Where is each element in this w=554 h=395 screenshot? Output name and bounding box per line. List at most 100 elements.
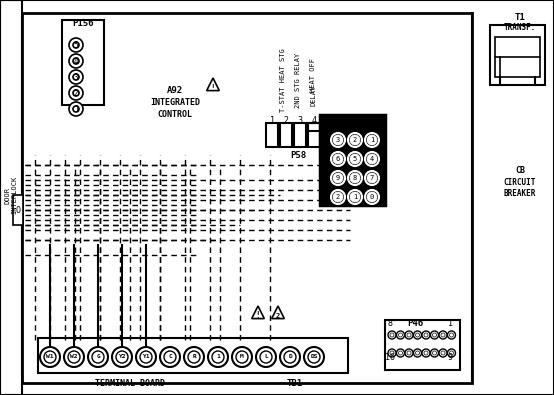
Text: CIRCUIT: CIRCUIT — [504, 177, 536, 186]
Text: 16: 16 — [385, 352, 395, 361]
Circle shape — [407, 333, 411, 337]
Circle shape — [430, 331, 439, 339]
Circle shape — [413, 331, 422, 339]
Bar — [22, 13, 472, 383]
Circle shape — [448, 349, 455, 357]
Text: 2ND STG RELAY: 2ND STG RELAY — [295, 53, 301, 107]
Text: W2: W2 — [70, 354, 78, 359]
Text: T1: T1 — [515, 13, 525, 21]
Text: 9: 9 — [336, 175, 340, 181]
Polygon shape — [271, 306, 284, 319]
Text: 7: 7 — [370, 175, 374, 181]
Text: 3: 3 — [74, 73, 78, 81]
Text: 2: 2 — [336, 194, 340, 200]
Circle shape — [416, 351, 419, 355]
Text: INTEGRATED: INTEGRATED — [150, 98, 200, 107]
Text: TRANSF.: TRANSF. — [504, 23, 536, 32]
Circle shape — [422, 331, 430, 339]
Text: 2: 2 — [74, 88, 78, 98]
Bar — [323, 118, 382, 202]
Circle shape — [416, 333, 419, 337]
Circle shape — [439, 331, 447, 339]
Polygon shape — [207, 78, 219, 90]
Circle shape — [69, 86, 83, 100]
Text: !: ! — [256, 312, 260, 320]
Text: 1: 1 — [370, 137, 374, 143]
Text: Y2: Y2 — [118, 354, 126, 359]
Circle shape — [331, 152, 345, 166]
Text: 2: 2 — [353, 137, 357, 143]
Text: G: G — [96, 354, 100, 359]
Text: TERMINAL BOARD: TERMINAL BOARD — [95, 378, 165, 387]
Circle shape — [64, 347, 84, 367]
Bar — [13, 195, 23, 225]
Circle shape — [424, 333, 428, 337]
Text: 4: 4 — [311, 115, 316, 124]
Text: L: L — [264, 354, 268, 359]
Circle shape — [69, 54, 83, 68]
Text: HEAT OFF: HEAT OFF — [310, 58, 316, 92]
Circle shape — [350, 192, 360, 202]
Text: 6: 6 — [336, 156, 340, 162]
Circle shape — [365, 152, 379, 166]
Circle shape — [232, 347, 252, 367]
Circle shape — [69, 38, 83, 52]
Circle shape — [449, 333, 454, 337]
Circle shape — [367, 173, 377, 183]
Circle shape — [40, 347, 60, 367]
Text: D: D — [288, 354, 292, 359]
Circle shape — [397, 349, 404, 357]
Text: 1: 1 — [448, 318, 453, 327]
Bar — [308, 123, 320, 147]
Text: 4: 4 — [74, 56, 78, 66]
Circle shape — [188, 351, 200, 363]
Text: T-STAT HEAT STG: T-STAT HEAT STG — [280, 48, 286, 112]
Text: DOOR
INTERLOCK: DOOR INTERLOCK — [4, 176, 18, 214]
Circle shape — [116, 351, 128, 363]
Circle shape — [73, 74, 79, 80]
Bar — [280, 123, 292, 147]
Circle shape — [449, 351, 454, 355]
Text: DS: DS — [310, 354, 318, 359]
Text: 0: 0 — [370, 194, 374, 200]
Text: CB: CB — [515, 166, 525, 175]
Text: R: R — [192, 354, 196, 359]
Bar — [0, 0, 22, 395]
Bar — [294, 123, 306, 147]
Circle shape — [308, 351, 320, 363]
Text: 3: 3 — [336, 137, 340, 143]
Text: 5: 5 — [74, 41, 78, 49]
Text: 1: 1 — [216, 354, 220, 359]
Circle shape — [441, 351, 445, 355]
Circle shape — [398, 351, 403, 355]
Circle shape — [365, 190, 379, 204]
Circle shape — [388, 349, 396, 357]
Circle shape — [331, 133, 345, 147]
Circle shape — [433, 333, 437, 337]
Circle shape — [348, 133, 362, 147]
Circle shape — [367, 192, 377, 202]
Circle shape — [69, 70, 83, 84]
Circle shape — [405, 349, 413, 357]
Circle shape — [367, 154, 377, 164]
Circle shape — [348, 190, 362, 204]
Circle shape — [160, 347, 180, 367]
Text: 9: 9 — [448, 352, 453, 361]
Text: BREAKER: BREAKER — [504, 188, 536, 198]
Circle shape — [73, 42, 79, 48]
Circle shape — [92, 351, 104, 363]
Circle shape — [256, 347, 276, 367]
Circle shape — [388, 331, 396, 339]
Circle shape — [441, 333, 445, 337]
Circle shape — [73, 106, 79, 112]
Circle shape — [68, 351, 80, 363]
Circle shape — [398, 333, 403, 337]
Text: Y1: Y1 — [142, 354, 150, 359]
Circle shape — [331, 190, 345, 204]
Text: 1: 1 — [353, 194, 357, 200]
Text: 5: 5 — [353, 156, 357, 162]
Circle shape — [430, 349, 439, 357]
Text: P58: P58 — [290, 150, 306, 160]
Circle shape — [348, 152, 362, 166]
Circle shape — [439, 349, 447, 357]
